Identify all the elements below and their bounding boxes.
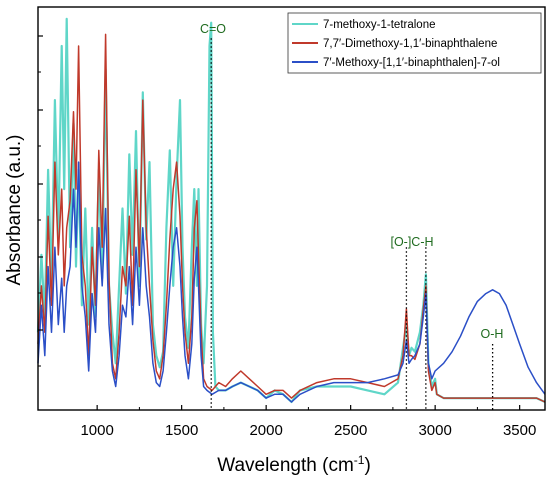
legend-label-1: 7-methoxy-1-tetralone (323, 19, 436, 31)
series-line-1 (36, 17, 546, 404)
annotation-lines (210, 38, 494, 410)
x-tick-label-1000: 1000 (80, 422, 113, 439)
y-axis (38, 35, 43, 367)
plot-frame (37, 6, 546, 411)
legend: 7-methoxy-1-tetralone 7,7′-Dimethoxy-1,1… (287, 12, 542, 74)
annotation-label-co: C=O (200, 22, 226, 36)
x-axis: 1000 1500 2000 2500 3000 3500 (80, 405, 536, 439)
annotation-label-oh: O-H (481, 327, 504, 341)
x-tick-label-2000: 2000 (249, 422, 282, 439)
y-axis-title: Absorbance (a.u.) (4, 134, 25, 285)
legend-label-3: 7′-Methoxy-[1,1′-binaphthalen]-7-ol (323, 57, 500, 69)
legend-label-2: 7,7′-Dimethoxy-1,1′-binaphthalene (323, 38, 497, 50)
x-axis-title: Wavelength (cm-1) (217, 453, 371, 476)
series-line-2 (37, 33, 546, 403)
series-line-3 (37, 161, 546, 403)
x-tick-label-2500: 2500 (334, 422, 367, 439)
legend-box (287, 12, 542, 74)
x-tick-label-1500: 1500 (165, 422, 198, 439)
x-tick-label-3000: 3000 (418, 422, 451, 439)
annotation-label-och: [O-]C-H (390, 235, 433, 249)
x-tick-label-3500: 3500 (503, 422, 536, 439)
series-layer (36, 17, 546, 404)
